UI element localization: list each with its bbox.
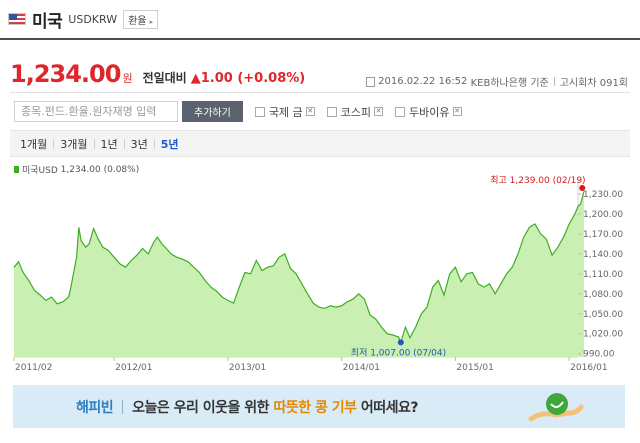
y-tick-label: 1,200.00 xyxy=(583,210,623,220)
remove-icon[interactable]: ✕ xyxy=(452,107,462,116)
search-input[interactable] xyxy=(14,101,178,122)
y-tick-label: 990.00 xyxy=(583,350,615,360)
country-title: 미국 xyxy=(32,11,63,32)
compare-item-gold[interactable]: 국제 금 ✕ xyxy=(254,104,315,120)
checkbox[interactable] xyxy=(395,106,406,117)
period-tabs: 1개월 3개월 1년 3년 5년 xyxy=(10,130,630,157)
compare-toolbar: 추가하기 국제 금✕ 코스피✕ 두바이유✕ xyxy=(14,101,462,122)
banner-separator xyxy=(122,399,124,414)
document-icon xyxy=(366,76,376,87)
current-price: 1,234.00 xyxy=(10,60,121,88)
banner-text-after: 어떠세요? xyxy=(356,399,419,416)
change-value: 1.00 (+0.08%) xyxy=(200,71,306,86)
legend-label: 미국USD xyxy=(22,166,58,176)
source-separator xyxy=(553,77,555,86)
tab-separator xyxy=(123,138,125,149)
x-tick-label: 2012/01 xyxy=(115,363,152,373)
header-divider xyxy=(0,38,640,40)
source-round: 고시회차 091회 xyxy=(559,78,628,89)
tab-5-years[interactable]: 5년 xyxy=(160,137,179,151)
promo-banner[interactable]: 해피빈 오늘은 우리 이웃을 위한 따뜻한 콩 기부 어떠세요? xyxy=(13,385,625,428)
price-row: 1,234.00 원 전일대비 ▲1.00 (+0.08%) xyxy=(10,60,305,88)
y-tick-label: 1,080.00 xyxy=(583,290,623,300)
min-annotation: 최저 1,007.00 (07/04) xyxy=(351,347,446,358)
legend-swatch xyxy=(14,166,19,173)
source-datetime: 2016.02.22 16:52 xyxy=(378,76,468,87)
max-marker xyxy=(579,184,586,191)
y-tick-label: 1,020.00 xyxy=(583,330,623,340)
max-annotation: 최고 1,239.00 (02/19) xyxy=(490,175,585,186)
remove-icon[interactable]: ✕ xyxy=(374,107,384,116)
compare-label: 국제 금 xyxy=(268,105,303,119)
tab-separator xyxy=(153,138,155,149)
source-bank: KEB하나은행 기준 xyxy=(470,78,549,89)
tab-3-years[interactable]: 3년 xyxy=(130,137,148,151)
x-tick-label: 2016/01 xyxy=(570,363,607,373)
y-tick-label: 1,110.00 xyxy=(583,270,623,280)
y-tick-label: 1,170.00 xyxy=(583,230,623,240)
tab-3-months[interactable]: 3개월 xyxy=(60,137,88,151)
x-tick-label: 2011/02 xyxy=(15,363,52,373)
source-info: 2016.02.22 16:52 KEB하나은행 기준 고시회차 091회 xyxy=(366,74,628,89)
currency-code: USDKRW xyxy=(68,12,118,26)
tab-1-year[interactable]: 1년 xyxy=(100,137,118,151)
legend-value: 1,234.00 (0.08%) xyxy=(60,164,140,175)
banner-message: 오늘은 우리 이웃을 위한 따뜻한 콩 기부 어떠세요? xyxy=(132,397,418,417)
price-chart[interactable]: 990.00 1,020.00 1,050.00 1,080.00 1,110.00 1,… xyxy=(0,170,640,377)
min-marker xyxy=(397,339,404,346)
bean-hand-icon xyxy=(528,393,584,422)
up-triangle-icon: ▲ xyxy=(190,71,201,86)
header: 미국 USDKRW 환율 ▸ xyxy=(8,8,159,32)
tab-separator xyxy=(93,138,95,149)
banner-brand: 해피빈 xyxy=(76,399,114,416)
tab-1-month[interactable]: 1개월 xyxy=(20,137,48,151)
compare-item-dubai-oil[interactable]: 두바이유 ✕ xyxy=(395,104,462,120)
compare-item-kospi[interactable]: 코스피 ✕ xyxy=(326,104,384,120)
compare-label: 코스피 xyxy=(340,105,372,119)
checkbox[interactable] xyxy=(326,106,337,117)
x-tick-label: 2014/01 xyxy=(343,363,380,373)
y-tick-label: 1,050.00 xyxy=(583,310,623,320)
x-tick-label: 2015/01 xyxy=(456,363,493,373)
chevron-right-icon: ▸ xyxy=(149,17,154,26)
change-label: 전일대비 xyxy=(142,71,187,85)
exchange-button[interactable]: 환율 ▸ xyxy=(123,9,159,29)
y-tick-label: 1,230.00 xyxy=(583,190,623,200)
tab-separator xyxy=(53,138,55,149)
banner-highlight: 따뜻한 콩 기부 xyxy=(273,399,357,416)
remove-icon[interactable]: ✕ xyxy=(305,107,315,116)
y-tick-label: 1,140.00 xyxy=(583,250,623,260)
series-area xyxy=(14,191,584,357)
series-line xyxy=(13,191,585,345)
exchange-button-label: 환율 xyxy=(128,15,147,27)
checkbox[interactable] xyxy=(254,106,265,117)
us-flag-icon xyxy=(8,13,26,25)
chart-legend: 미국USD 1,234.00 (0.08%) xyxy=(14,163,139,176)
compare-label: 두바이유 xyxy=(409,105,450,119)
price-unit: 원 xyxy=(122,72,133,85)
price-divider xyxy=(10,92,630,93)
x-tick-label: 2013/01 xyxy=(229,363,266,373)
banner-text-before: 오늘은 우리 이웃을 위한 xyxy=(132,399,274,416)
price-change: ▲1.00 (+0.08%) xyxy=(191,71,305,86)
add-button[interactable]: 추가하기 xyxy=(182,101,243,122)
